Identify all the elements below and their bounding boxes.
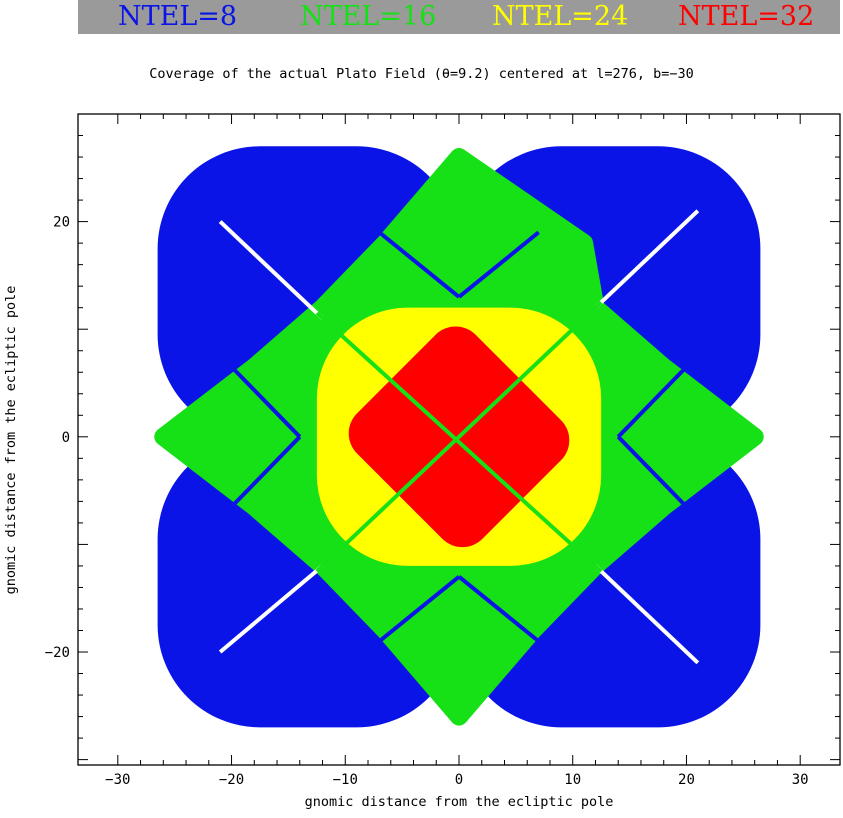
ccd-gap-line (218, 220, 324, 320)
ccd-gap-line (315, 311, 603, 573)
legend-ntel-8: NTEL=8 (118, 1, 238, 32)
x-axis-label: gnomic distance from the ecliptic pole (305, 794, 614, 810)
x-tick-label: 10 (564, 772, 581, 788)
ccd-gap-line (230, 365, 302, 439)
legend-bar: NTEL=8 NTEL=16 NTEL=24 NTEL=32 (78, 0, 840, 34)
ccd-gap-line (594, 564, 700, 665)
x-tick-label: −10 (333, 772, 358, 788)
axis-ticks (78, 114, 840, 765)
tick-labels: −30 −20 −10 0 10 20 30 −20 0 20 (45, 215, 809, 788)
ccd-gap-line (457, 575, 540, 643)
ccd-gap-line (378, 230, 461, 299)
y-axis-label: gnomic distance from the ecliptic pole (3, 286, 19, 595)
legend-ntel-16: NTEL=16 (300, 1, 437, 32)
y-tick-label: 20 (53, 215, 70, 231)
ccd-gap-line (230, 435, 302, 509)
legend-ntel-24: NTEL=24 (492, 1, 629, 32)
y-tick-label: 0 (62, 430, 70, 446)
x-tick-label: −30 (105, 772, 130, 788)
ccd-gaps (218, 209, 700, 665)
chart-title: Coverage of the actual Plato Field (θ=9.… (149, 66, 694, 82)
coverage-layers (154, 146, 764, 728)
x-tick-label: 20 (678, 772, 695, 788)
legend-ntel-32: NTEL=32 (678, 1, 815, 32)
ccd-gap-line (315, 300, 603, 573)
ccd-gap-line (616, 365, 688, 439)
ccd-gap-line (457, 230, 540, 299)
ccd-gap-line (616, 435, 688, 509)
x-tick-label: 30 (792, 772, 809, 788)
x-tick-label: 0 (455, 772, 463, 788)
ccd-gap-line (378, 575, 461, 643)
y-tick-label: −20 (45, 645, 70, 661)
x-tick-label: −20 (219, 772, 244, 788)
ccd-gap-line (594, 209, 700, 310)
ccd-gap-line (218, 564, 324, 654)
